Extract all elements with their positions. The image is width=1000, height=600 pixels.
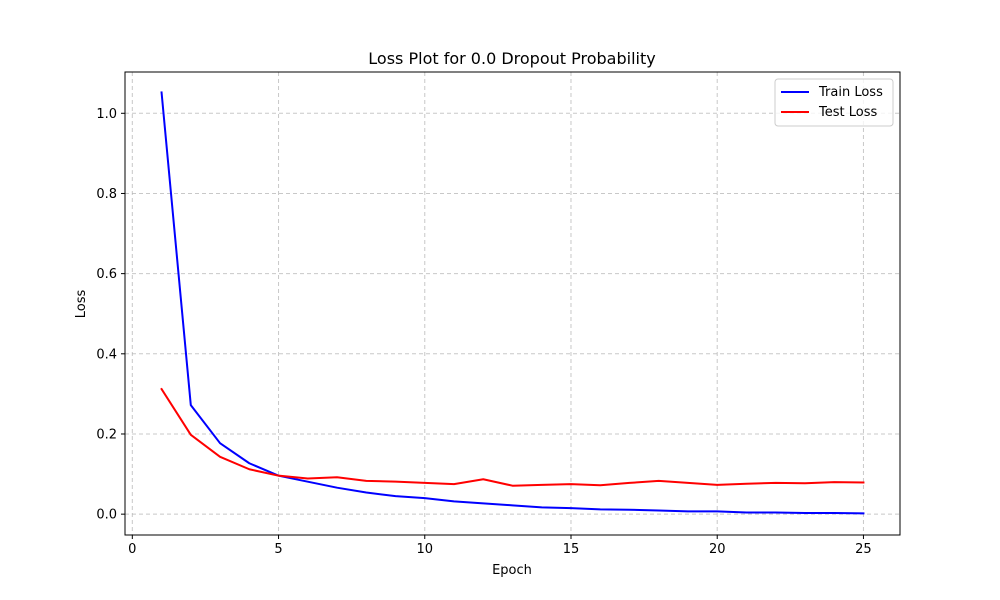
y-tick-label: 0.0: [96, 508, 117, 523]
legend: Train Loss Test Loss: [774, 78, 894, 127]
series-line-test-loss: [160, 387, 865, 487]
legend-label-train-loss: Train Loss: [818, 85, 883, 100]
axis-ticks: 0 5 10 15 20 25 0.0 0.2 0.4 0.6 0.8 1.0: [96, 107, 871, 557]
y-tick-label: 0.8: [96, 187, 117, 202]
x-tick-label: 20: [709, 542, 726, 557]
plot-frame: [124, 71, 901, 536]
x-tick-label: 25: [855, 542, 872, 557]
x-tick-label: 5: [274, 542, 282, 557]
x-axis-label: Epoch: [492, 563, 532, 578]
y-tick-label: 1.0: [96, 107, 117, 122]
y-tick-label: 0.6: [96, 267, 117, 282]
chart-title: Loss Plot for 0.0 Dropout Probability: [368, 49, 655, 68]
grid-lines: [125, 72, 900, 535]
y-tick-label: 0.2: [96, 427, 117, 442]
y-tick-label: 0.4: [96, 347, 117, 362]
legend-label-test-loss: Test Loss: [818, 105, 877, 120]
series-lines: [160, 91, 865, 515]
x-tick-label: 15: [563, 542, 580, 557]
y-axis-label: Loss: [74, 290, 89, 319]
x-tick-label: 0: [128, 542, 136, 557]
legend-box: [774, 78, 894, 127]
x-tick-label: 10: [416, 542, 433, 557]
